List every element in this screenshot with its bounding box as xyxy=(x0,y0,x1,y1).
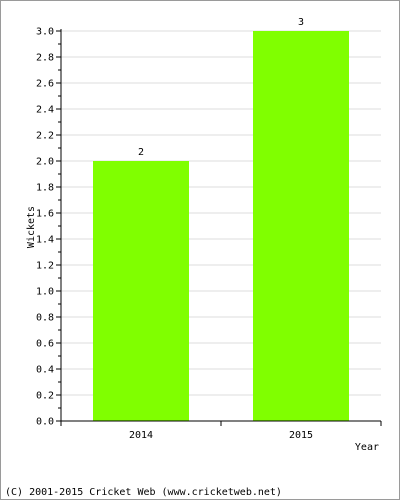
bar-2015 xyxy=(253,31,349,421)
y-tick-label: 3.0 xyxy=(36,27,54,38)
y-axis-label: Wickets xyxy=(26,206,37,248)
y-tick-label: 0.8 xyxy=(36,313,54,324)
bars xyxy=(93,31,349,421)
x-tick-label: 2015 xyxy=(289,430,313,441)
y-tick-label: 2.4 xyxy=(36,105,54,116)
y-tick-label: 1.8 xyxy=(36,183,54,194)
data-labels: 23 xyxy=(138,17,304,158)
x-axis-label: Year xyxy=(355,442,379,453)
x-axis-ticks: 2014 2015 xyxy=(60,421,382,441)
y-tick-label: 0.0 xyxy=(36,417,54,428)
y-tick-label: 2.6 xyxy=(36,79,54,90)
data-label: 2 xyxy=(138,147,144,158)
y-tick-label: 1.0 xyxy=(36,287,54,298)
y-tick-label: 2.2 xyxy=(36,131,54,142)
y-tick-label: 0.2 xyxy=(36,391,54,402)
bar-2014 xyxy=(93,161,189,421)
y-tick-label: 1.4 xyxy=(36,235,54,246)
y-tick-label: 2.8 xyxy=(36,53,54,64)
y-tick-label: 0.6 xyxy=(36,339,54,350)
y-tick-label: 1.2 xyxy=(36,261,54,272)
y-tick-label: 2.0 xyxy=(36,157,54,168)
x-tick-label: 2014 xyxy=(129,430,153,441)
y-axis-ticks: 0.0 0.2 0.4 0.6 0.8 1.0 1.2 1.4 1.6 1.8 2.0 2.2 2.4 2… xyxy=(36,27,61,428)
data-label: 3 xyxy=(298,17,304,28)
y-tick-label: 1.6 xyxy=(36,209,54,220)
copyright-notice: (C) 2001-2015 Cricket Web (www.cricketwe… xyxy=(5,487,282,498)
y-tick-label: 0.4 xyxy=(36,365,54,376)
